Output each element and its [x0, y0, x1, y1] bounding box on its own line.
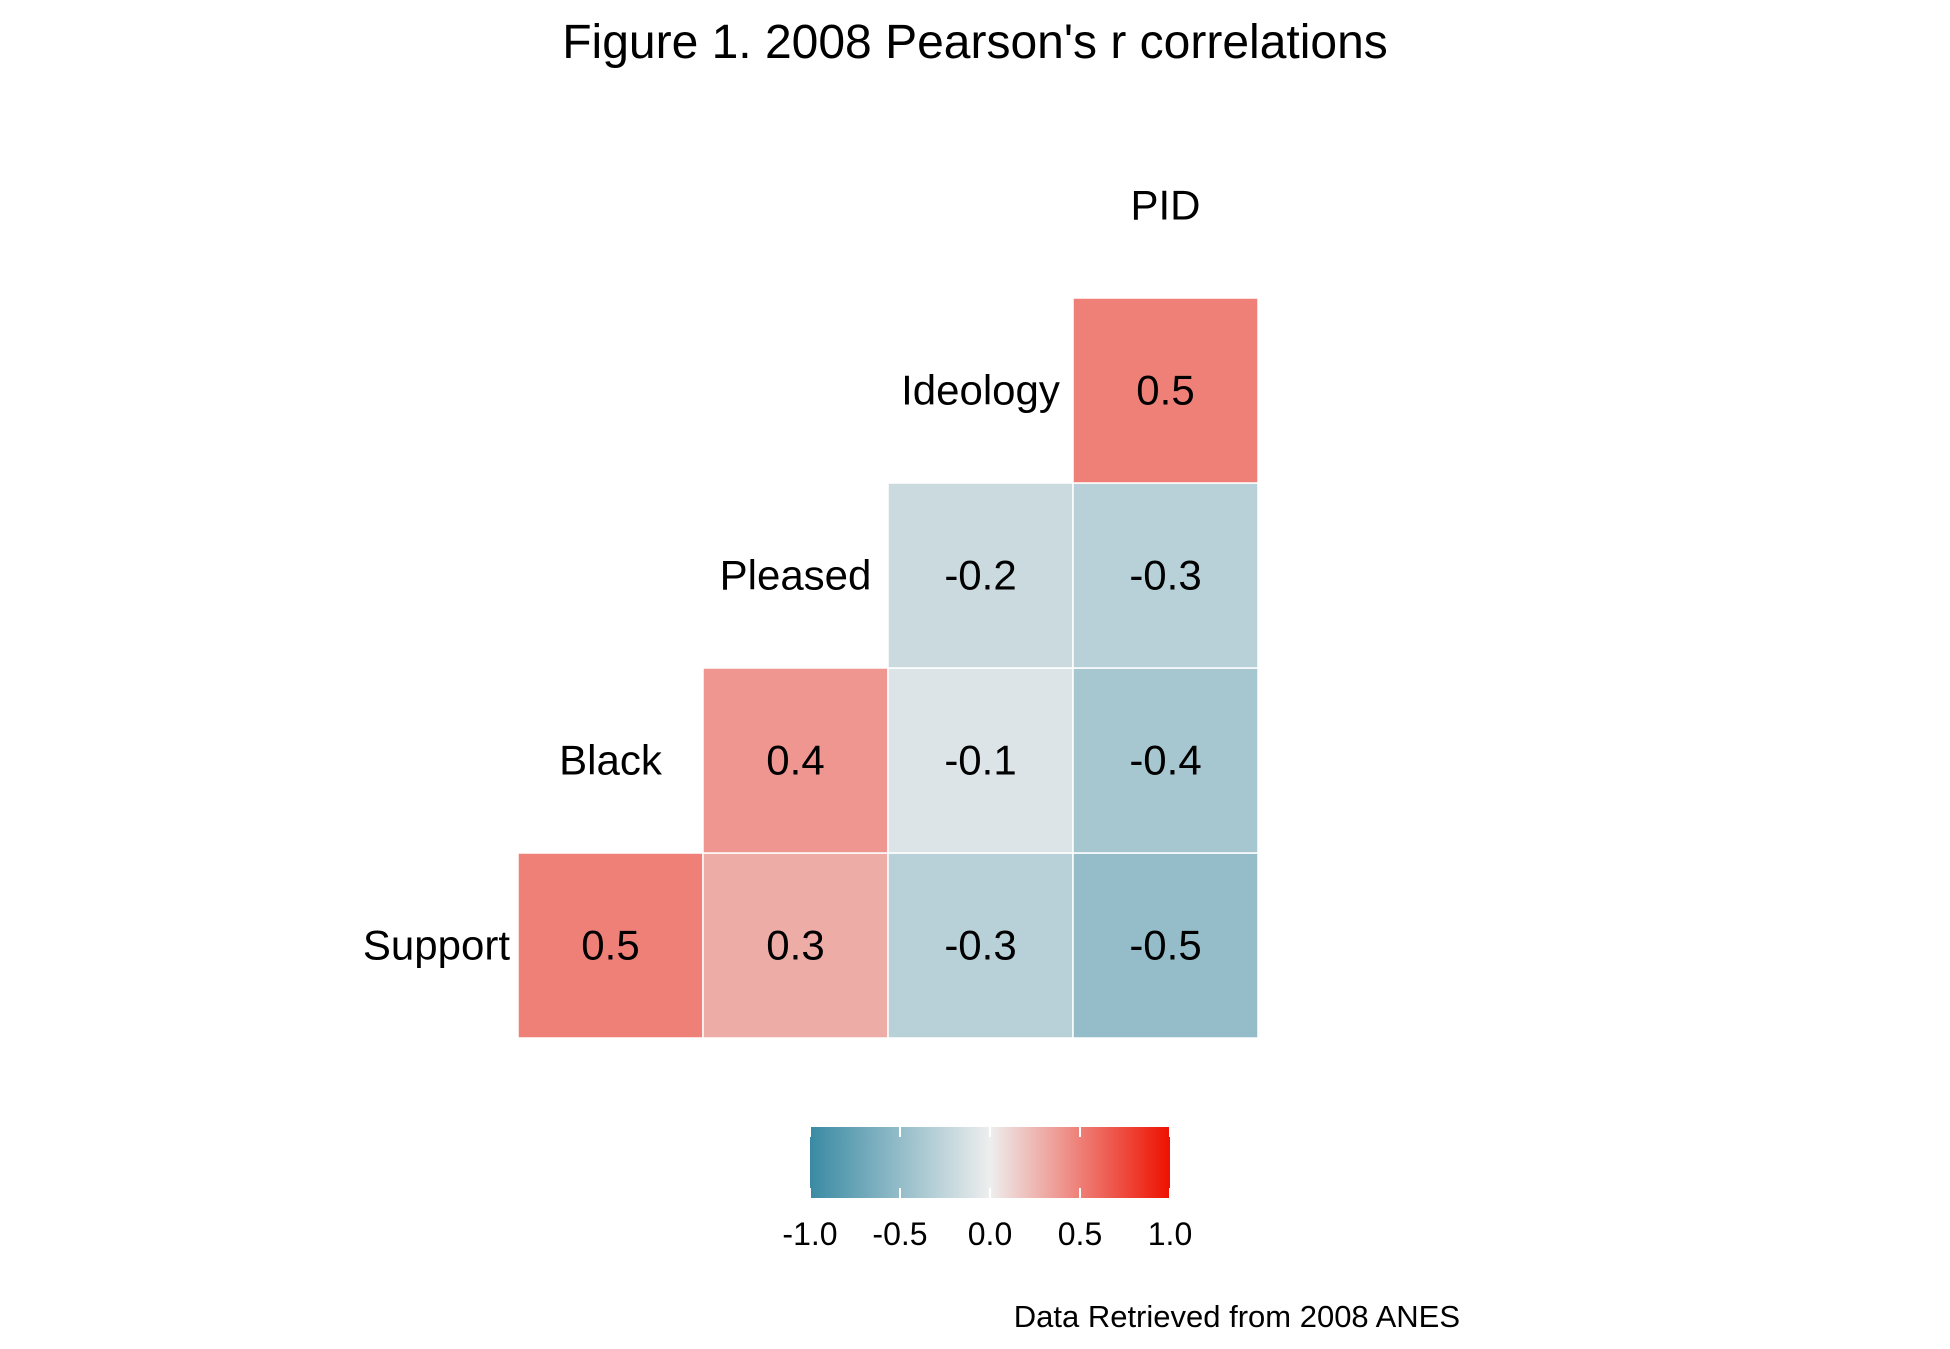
cell-value-label: 0.5	[1136, 367, 1194, 414]
cell-value-label: 0.5	[581, 922, 639, 969]
heatmap-cell-pleased-pid	[1072, 482, 1259, 669]
heatmap-cell-black-pleased	[702, 667, 889, 854]
cell-value-label: -0.3	[944, 922, 1016, 969]
heatmap-cell-support-pleased	[702, 852, 889, 1039]
legend-tick-label: 1.0	[1148, 1216, 1192, 1252]
legend-colorbar	[810, 1127, 1170, 1198]
heatmap-cell-black-pid	[1072, 667, 1259, 854]
legend-tick-label: 0.5	[1058, 1216, 1102, 1252]
variable-label-ideology: Ideology	[901, 367, 1060, 414]
chart-title: Figure 1. 2008 Pearson's r correlations	[562, 16, 1388, 69]
color-legend: -1.0 -0.5 0.0 0.5 1.0	[782, 1127, 1192, 1252]
legend-tick-label: -0.5	[872, 1216, 927, 1252]
variable-label-pid: PID	[1130, 182, 1200, 229]
heatmap-cells: 0.5 0.3 -0.3 -0.5 0.4 -0.1 -0.4 -0.2 -0.3 0.5	[517, 297, 1259, 1039]
legend-tick-label: -1.0	[782, 1216, 837, 1252]
cell-value-label: -0.3	[1129, 552, 1201, 599]
cell-value-label: -0.1	[944, 737, 1016, 784]
heatmap-cell-support-black	[517, 852, 704, 1039]
cell-value-label: -0.4	[1129, 737, 1201, 784]
cell-value-label: 0.3	[766, 922, 824, 969]
heatmap-cell-pleased-ideology	[887, 482, 1074, 669]
variable-label-support: Support	[363, 922, 510, 969]
chart-caption: Data Retrieved from 2008 ANES	[1014, 1299, 1460, 1334]
heatmap-cell-ideology-pid	[1072, 297, 1259, 484]
variable-label-black: Black	[559, 737, 663, 784]
variable-label-pleased: Pleased	[720, 552, 872, 599]
legend-ticks: -1.0 -0.5 0.0 0.5 1.0	[782, 1127, 1192, 1252]
cell-value-label: -0.5	[1129, 922, 1201, 969]
heatmap-cell-support-pid	[1072, 852, 1259, 1039]
cell-value-label: -0.2	[944, 552, 1016, 599]
heatmap-cell-black-ideology	[887, 667, 1074, 854]
variable-labels: Support Black Pleased Ideology PID	[363, 182, 1201, 969]
cell-value-label: 0.4	[766, 737, 824, 784]
legend-tick-label: 0.0	[968, 1216, 1012, 1252]
